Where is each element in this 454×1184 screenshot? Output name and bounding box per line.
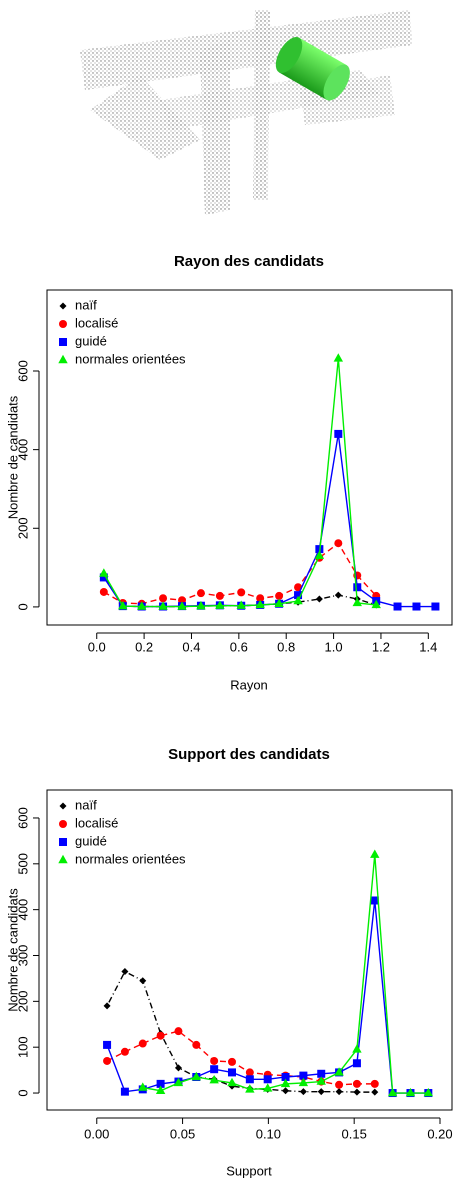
x-tick-label: 1.2 — [372, 639, 390, 654]
marker — [157, 1032, 165, 1040]
marker — [412, 603, 420, 611]
y-axis-label: Nombre de candidats — [5, 888, 20, 1012]
legend-label: localisé — [75, 815, 118, 830]
marker — [228, 1068, 236, 1076]
marker — [121, 968, 128, 975]
series-line — [104, 358, 376, 606]
x-tick-label: 0.2 — [135, 639, 153, 654]
marker — [371, 1089, 378, 1096]
marker — [334, 539, 342, 547]
marker — [139, 1040, 147, 1048]
legend-label: guidé — [75, 833, 107, 848]
y-tick-label: 200 — [15, 517, 30, 539]
x-tick-label: 0.05 — [170, 1126, 195, 1141]
marker — [334, 430, 342, 438]
marker — [159, 594, 167, 602]
x-tick-label: 0.6 — [230, 639, 248, 654]
marker — [246, 1068, 254, 1076]
marker — [197, 589, 205, 597]
marker — [316, 596, 323, 603]
marker — [59, 838, 67, 846]
marker — [174, 1027, 182, 1035]
y-tick-label: 600 — [15, 360, 30, 382]
marker — [353, 1059, 361, 1067]
marker — [58, 355, 67, 363]
y-tick-label: 0 — [15, 1089, 30, 1096]
marker — [353, 1089, 360, 1096]
marker — [59, 338, 67, 346]
marker — [334, 353, 343, 361]
marker — [139, 977, 146, 984]
legend-label: naïf — [75, 797, 97, 812]
marker — [300, 1088, 307, 1095]
legend-label: naïf — [75, 297, 97, 312]
series-line — [107, 1031, 375, 1085]
marker — [246, 1075, 254, 1083]
marker — [60, 803, 67, 810]
marker — [336, 1088, 343, 1095]
marker — [371, 1080, 379, 1088]
x-tick-label: 0.10 — [256, 1126, 281, 1141]
x-tick-label: 0.15 — [342, 1126, 367, 1141]
y-tick-label: 0 — [15, 603, 30, 610]
marker — [318, 1088, 325, 1095]
marker — [175, 1064, 182, 1071]
marker — [394, 603, 402, 611]
x-tick-label: 0.20 — [427, 1126, 452, 1141]
x-tick-label: 1.0 — [325, 639, 343, 654]
marker — [335, 1081, 343, 1089]
legend-label: guidé — [75, 333, 107, 348]
x-tick-label: 0.4 — [182, 639, 200, 654]
y-tick-label: 500 — [15, 853, 30, 875]
legend-label: normales orientées — [75, 851, 186, 866]
y-axis-label: Nombre de candidats — [5, 395, 20, 519]
marker — [210, 1057, 218, 1065]
marker — [121, 1048, 129, 1056]
marker — [103, 1057, 111, 1065]
marker — [264, 1075, 272, 1083]
x-tick-label: 0.00 — [84, 1126, 109, 1141]
marker — [99, 568, 108, 576]
chart-title: Support des candidats — [168, 746, 330, 763]
x-axis-label: Rayon — [230, 677, 268, 692]
marker — [216, 592, 224, 600]
marker — [58, 855, 67, 863]
marker — [103, 1041, 111, 1049]
marker — [431, 603, 439, 611]
y-tick-label: 100 — [15, 1036, 30, 1058]
marker — [192, 1041, 200, 1049]
figure: Rayon des candidats 0.0 0.2 0.4 0.6 0.8 1.0 1.2… — [0, 0, 454, 1184]
marker — [60, 303, 67, 310]
x-tick-label: 1.4 — [419, 639, 437, 654]
legend-label: normales orientées — [75, 351, 186, 366]
point-cloud-image — [80, 10, 412, 215]
marker — [228, 1058, 236, 1066]
marker — [237, 588, 245, 596]
series-line — [143, 855, 429, 1093]
marker — [59, 820, 67, 828]
chart-title: Rayon des candidats — [174, 253, 324, 270]
x-tick-label: 0.0 — [88, 639, 106, 654]
marker — [210, 1065, 218, 1073]
marker — [59, 320, 67, 328]
marker — [352, 1044, 361, 1052]
legend-label: localisé — [75, 315, 118, 330]
marker — [370, 849, 379, 857]
marker — [121, 1088, 129, 1096]
marker — [282, 1087, 289, 1094]
marker — [100, 588, 108, 596]
marker — [104, 1002, 111, 1009]
marker — [353, 583, 361, 591]
marker — [335, 592, 342, 599]
page: {"chart_data":[ {"type":"line","title":"… — [0, 0, 454, 1184]
x-tick-label: 0.8 — [277, 639, 295, 654]
series-line — [104, 434, 436, 607]
y-tick-label: 600 — [15, 807, 30, 829]
marker — [353, 1080, 361, 1088]
x-axis-label: Support — [226, 1163, 272, 1178]
